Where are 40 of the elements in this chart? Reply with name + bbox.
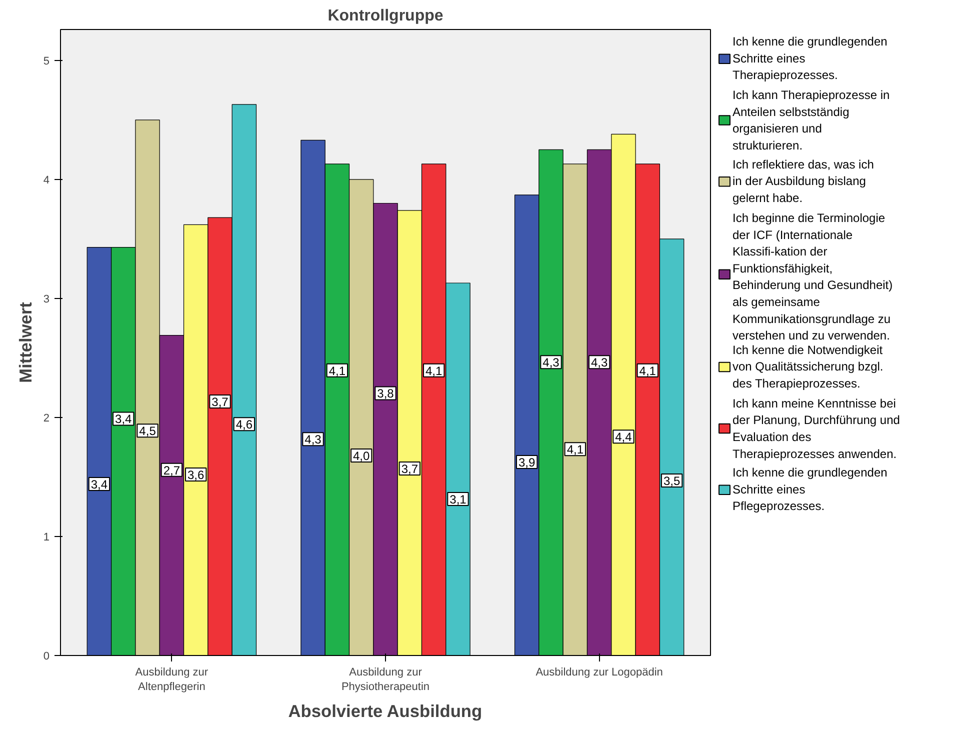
data-label: 4,3 — [542, 356, 560, 370]
data-label: 4,3 — [590, 356, 608, 370]
legend-label: Ich kenne die Notwendigkeit von Qualitätssicherung bzgl. des Therapieprozesses. — [732, 342, 884, 390]
data-label: 3,7 — [401, 462, 418, 476]
legend-label: Ich kann meine Kenntnisse bei der Planung, Durchführung und Evaluation des Therapieprozesses anwenden. — [732, 396, 900, 461]
y-tick-label: 0 — [43, 650, 50, 662]
y-tick-label: 3 — [43, 293, 50, 306]
data-label: 4,1 — [425, 364, 442, 378]
x-tick-label: Ausbildung zur Physiotherapeutin — [341, 666, 430, 693]
data-label: 4,1 — [566, 442, 584, 457]
data-label: 3,4 — [90, 478, 108, 492]
y-tick-label: 4 — [43, 174, 50, 186]
data-label: 4,0 — [353, 449, 370, 464]
data-label: 2,7 — [163, 463, 180, 478]
legend-label: Ich kenne die grundlegenden Schritte eines Therapieprozesses. — [732, 34, 888, 82]
data-label: 4,6 — [236, 418, 253, 432]
legend-label: Ich kenne die grundlegenden Schritte eines Pflegeprozesses. — [732, 466, 888, 514]
data-label: 3,5 — [663, 474, 680, 488]
y-tick-label: 2 — [43, 412, 50, 424]
legend-label: Ich kann Therapieprozesse in Anteilen selbstständig organisieren und strukturieren. — [732, 88, 890, 153]
x-tick-label: Ausbildung zur Altenpflegerin — [135, 666, 208, 693]
y-tick-label: 5 — [43, 55, 50, 68]
data-label: 4,1 — [639, 364, 656, 378]
data-label: 4,5 — [139, 424, 156, 438]
data-label: 4,3 — [304, 432, 322, 447]
x-axis-title: Absolvierte Ausbildung — [288, 700, 482, 721]
data-label: 3,7 — [212, 394, 229, 409]
y-axis-title: Mittelwert — [15, 302, 36, 383]
legend-label: Ich reflektiere das, was ich in der Ausbildung bislang gelernt habe. — [732, 157, 874, 205]
data-label: 3,6 — [188, 468, 205, 482]
data-label: 3,1 — [450, 492, 467, 507]
data-label: 4,1 — [328, 364, 346, 378]
data-label: 3,8 — [377, 386, 394, 401]
data-label: 3,4 — [115, 412, 132, 426]
data-label: 4,4 — [615, 430, 632, 444]
legend-label: Ich beginne die Terminologie der ICF (Internationale Klassifi-kation der Funktionsfähigkeit, Behinderung und Gesundheit) als gemeinsame Kommunikationsgrundlage zu verstehen und zu verwenden. — [732, 211, 893, 343]
data-label: 3,9 — [518, 456, 536, 470]
chart-title: Kontrollgruppe — [328, 8, 444, 24]
y-tick-label: 1 — [43, 531, 50, 544]
x-tick-label: Ausbildung zur Logopädin — [536, 666, 663, 678]
